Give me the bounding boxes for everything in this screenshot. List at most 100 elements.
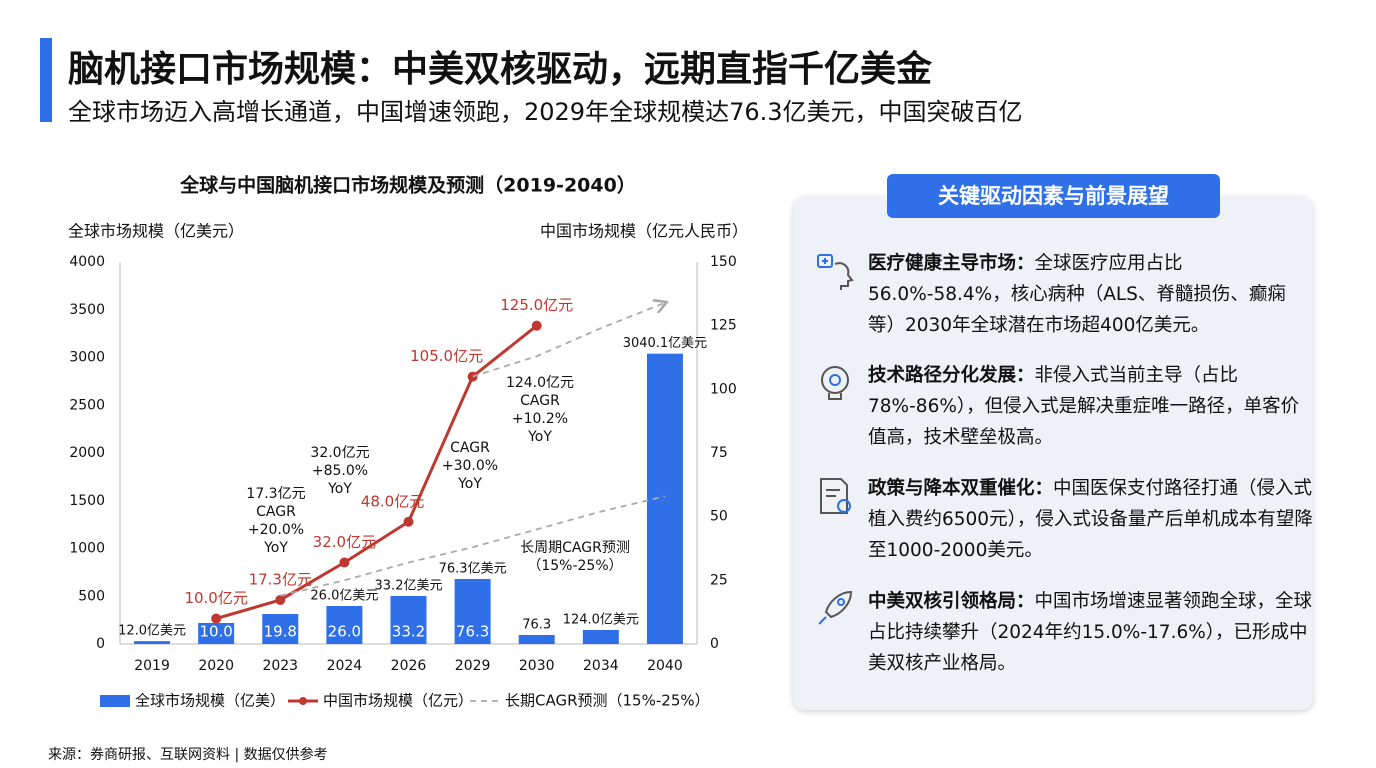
projection-line — [280, 495, 666, 597]
annotation: CAGR — [520, 393, 560, 409]
bar-top-label: 33.2亿美元 — [375, 578, 443, 593]
bar — [454, 578, 491, 644]
item-text: 全球医疗应用占比56.0%-58.4%，核心病种（ALS、脊髓损伤、癫痫等）20… — [868, 253, 1286, 336]
y2-tick-label: 0 — [710, 636, 719, 652]
item-head: 医疗健康主导市场： — [868, 253, 1035, 274]
annotation: +20.0% — [248, 522, 304, 538]
panel — [793, 196, 1313, 710]
x-tick-label: 2019 — [134, 658, 170, 674]
bar-inner-label: 33.2 — [392, 623, 425, 641]
legend-swatch — [299, 697, 307, 705]
legend-label: 中国市场规模（亿元） — [323, 692, 473, 710]
y-tick-label: 0 — [96, 636, 105, 652]
bar-inner-label: 10.0 — [199, 623, 232, 641]
annotation: 长周期CAGR预测 — [520, 540, 630, 556]
legend-label: 全球市场规模（亿美） — [135, 692, 285, 710]
x-tick-label: 2034 — [583, 658, 619, 674]
y-tick-label: 1500 — [69, 493, 105, 509]
value-label: 105.0亿元 — [410, 347, 483, 365]
annotation: YoY — [527, 429, 552, 445]
value-label: 10.0亿元 — [184, 589, 247, 607]
y2-tick-label: 75 — [710, 445, 728, 461]
icon-rocket — [818, 590, 853, 625]
y-tick-label: 2500 — [69, 397, 105, 413]
value-label: 125.0亿元 — [500, 296, 573, 314]
y-tick-label: 3000 — [69, 350, 105, 366]
bar — [646, 353, 683, 644]
x-tick-label: 2026 — [391, 658, 427, 674]
bar-top-label: 76.3亿美元 — [439, 561, 507, 576]
x-tick-label: 2040 — [647, 658, 683, 674]
panel-title: 关键驱动因素与前景展望 — [887, 174, 1220, 218]
panel-item: 中美双核引领格局：中国市场增速显著领跑全球，全球占比持续攀升（2024年约15.… — [868, 586, 1313, 679]
annotation: YoY — [327, 481, 352, 497]
y2-tick-label: 25 — [710, 572, 728, 588]
source-note: 来源：券商研报、互联网资料 | 数据仅供参考 — [48, 747, 328, 763]
bar-top-label: 12.0亿美元 — [118, 624, 186, 639]
bar — [390, 595, 427, 644]
annotation: YoY — [457, 476, 482, 492]
annotation: +10.2% — [512, 411, 568, 427]
item-head: 中美双核引领格局： — [868, 591, 1035, 612]
bar-inner-label: 26.0 — [328, 623, 361, 641]
y2-axis-title: 中国市场规模（亿元人民币） — [540, 222, 748, 241]
annotation: 32.0亿元 — [310, 445, 369, 461]
line — [215, 324, 538, 620]
x-tick-label: 2030 — [519, 658, 555, 674]
x-tick-label: 2024 — [327, 658, 363, 674]
line-marker — [403, 516, 414, 527]
annotation: 17.3亿元 — [246, 486, 305, 502]
item-text: 中国市场增速显著领跑全球，全球占比持续攀升（2024年约15.0%-17.6%）… — [868, 591, 1313, 674]
line-marker — [531, 320, 542, 331]
annotation: CAGR — [256, 504, 296, 520]
panel-item: 政策与降本双重催化：中国医保支付路径打通（侵入式植入费约6500元），侵入式设备… — [868, 473, 1313, 566]
item-head: 技术路径分化发展： — [868, 365, 1035, 386]
y2-tick-label: 125 — [710, 318, 737, 334]
y2-tick-label: 100 — [710, 381, 737, 397]
chart: 全球与中国脑机接口市场规模及预测（2019-2040） 全球市场规模（亿美元） … — [68, 174, 748, 710]
annotation: +85.0% — [312, 463, 368, 479]
x-tick-label: 2029 — [455, 658, 491, 674]
bar-top-label: 76.3 — [522, 618, 551, 633]
icon-medical — [817, 254, 854, 290]
value-label: 17.3亿元 — [249, 570, 312, 588]
y-axis-title: 全球市场规模（亿美元） — [68, 222, 244, 241]
x-tick-label: 2023 — [262, 658, 298, 674]
bar — [326, 605, 363, 644]
chart-title: 全球与中国脑机接口市场规模及预测（2019-2040） — [179, 174, 636, 197]
legend-swatch — [100, 695, 130, 707]
bar — [134, 641, 171, 644]
page-title: 脑机接口市场规模：中美双核驱动，远期直指千亿美金 — [68, 49, 933, 90]
projection-line — [472, 303, 665, 378]
annotation: （15%-25%） — [527, 558, 622, 574]
bar-inner-label: 19.8 — [264, 623, 297, 641]
panel-item: 技术路径分化发展：非侵入式当前主导（占比78%-86%），但侵入式是解决重症唯一… — [868, 360, 1313, 453]
y-tick-label: 3500 — [69, 302, 105, 318]
item-text: 非侵入式当前主导（占比78%-86%），但侵入式是解决重症唯一路径，单客价值高，… — [868, 365, 1300, 448]
item-text: 中国医保支付路径打通（侵入式植入费约6500元），侵入式设备量产后单机成本有望降… — [868, 478, 1313, 561]
x-tick-label: 2020 — [198, 658, 234, 674]
annotation: +30.0% — [442, 458, 498, 474]
y2-tick-label: 50 — [710, 509, 728, 525]
annotation: 124.0亿元 — [506, 375, 574, 391]
icon-policy — [820, 478, 851, 514]
page-subtitle: 全球市场迈入高增长通道，中国增速领跑，2029年全球规模达76.3亿美元，中国突… — [68, 98, 1023, 126]
bar-top-label: 26.0亿美元 — [310, 588, 378, 603]
icon-tech — [821, 366, 849, 400]
line-marker — [339, 557, 350, 568]
bar — [198, 622, 235, 644]
y-tick-label: 4000 — [69, 254, 105, 270]
item-head: 政策与降本双重催化： — [868, 478, 1054, 499]
bar-inner-label: 76.3 — [456, 623, 489, 641]
bar — [518, 635, 555, 644]
panel-item: 医疗健康主导市场：全球医疗应用占比56.0%-58.4%，核心病种（ALS、脊髓… — [868, 248, 1313, 341]
legend-label: 长期CAGR预测（15%-25%） — [505, 692, 710, 710]
annotation: CAGR — [450, 440, 490, 456]
annotation: YoY — [263, 540, 288, 556]
line-marker — [275, 594, 286, 605]
value-label: 48.0亿元 — [361, 492, 424, 510]
value-label: 32.0亿元 — [313, 533, 376, 551]
y-tick-label: 500 — [78, 588, 105, 604]
bar — [262, 614, 299, 644]
